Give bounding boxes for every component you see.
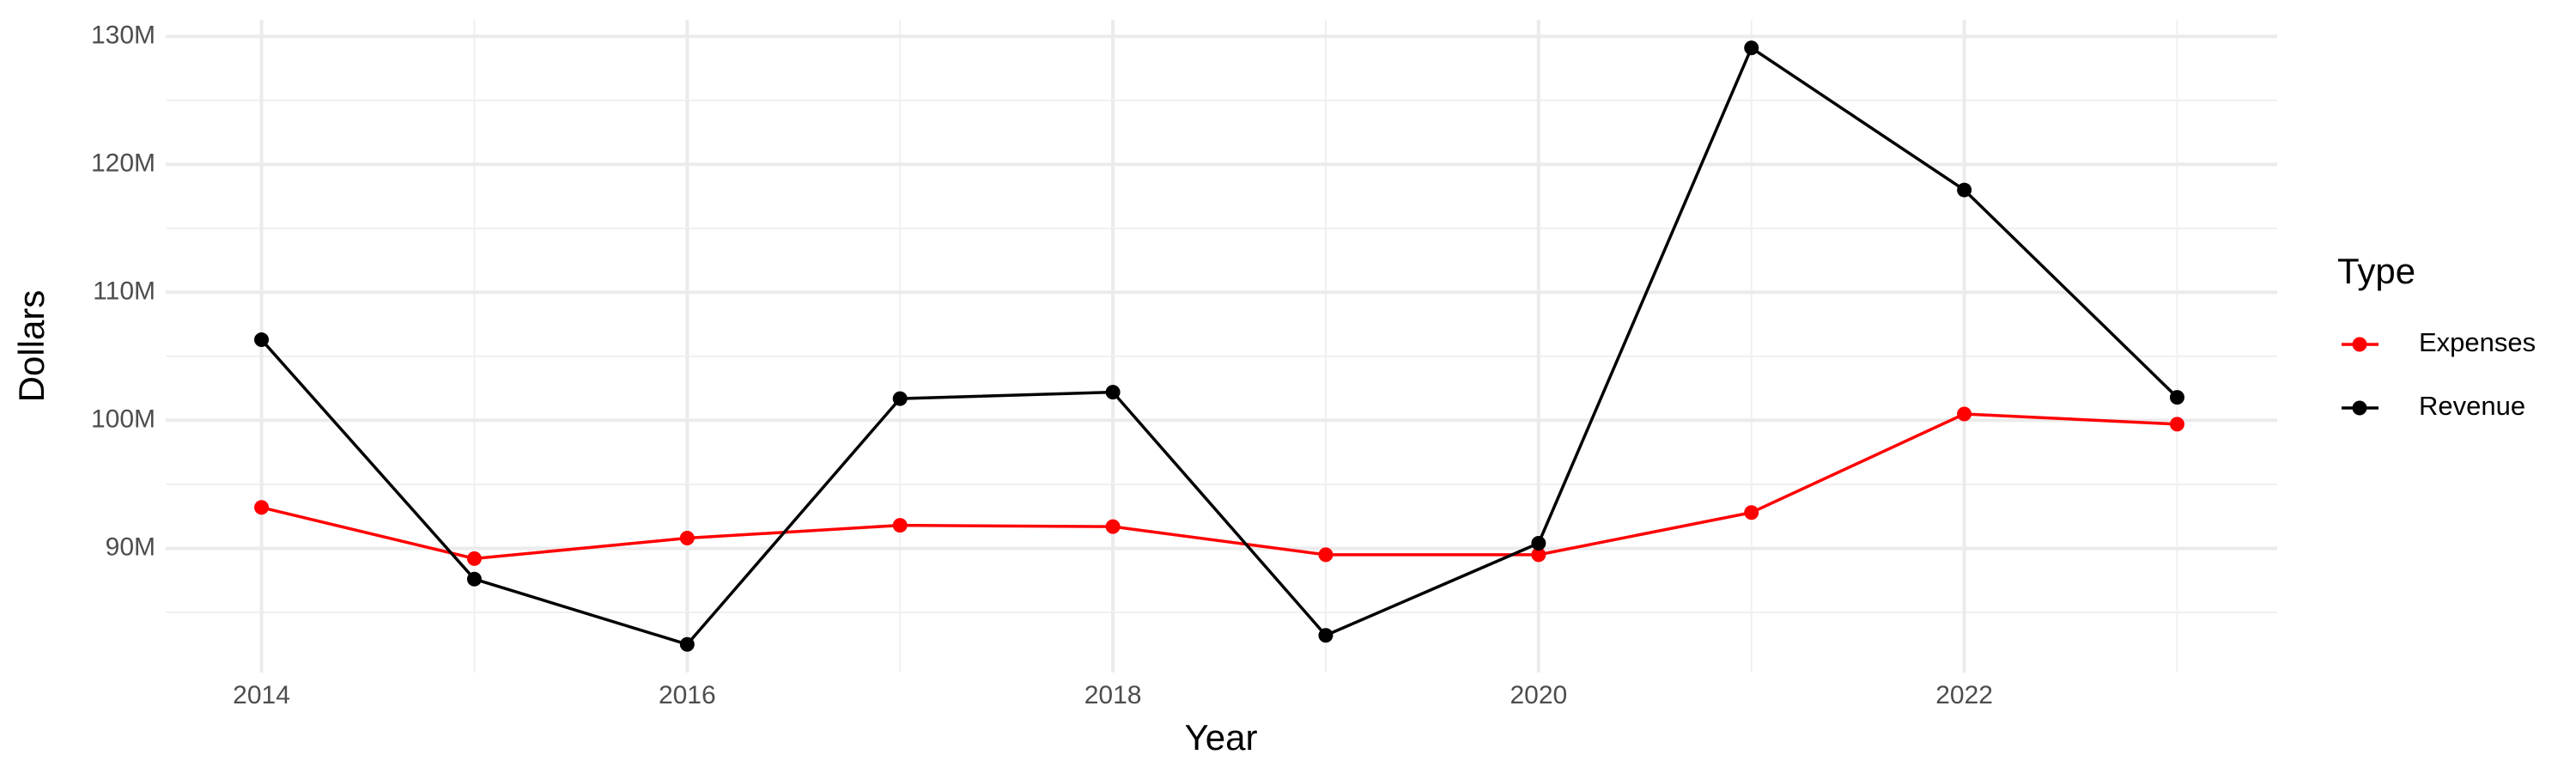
data-point xyxy=(1531,547,1546,563)
data-point xyxy=(1531,535,1546,551)
data-point xyxy=(892,391,908,406)
x-tick-label: 2020 xyxy=(1510,681,1567,709)
legend-title: Type xyxy=(2337,251,2415,291)
x-tick-label: 2018 xyxy=(1084,681,1142,709)
data-point xyxy=(466,571,482,587)
x-tick-label: 2014 xyxy=(233,681,290,709)
data-point xyxy=(679,636,695,652)
data-point xyxy=(1957,406,1972,422)
y-tick-label: 120M xyxy=(91,149,155,177)
y-tick-label: 100M xyxy=(91,405,155,433)
legend-key-point xyxy=(2352,337,2367,352)
data-point xyxy=(1318,547,1334,563)
x-axis-title: Year xyxy=(1185,717,1258,758)
x-tick-label: 2022 xyxy=(1935,681,1993,709)
data-point xyxy=(1744,505,1759,520)
data-point xyxy=(892,518,908,533)
data-point xyxy=(1105,385,1121,400)
data-point xyxy=(254,332,270,348)
data-point xyxy=(2169,390,2184,405)
data-point xyxy=(466,551,482,566)
data-point xyxy=(254,500,270,515)
data-point xyxy=(1744,40,1759,56)
data-point xyxy=(1318,628,1334,643)
data-point xyxy=(2169,417,2184,432)
legend-key-point xyxy=(2352,400,2367,416)
y-tick-label: 110M xyxy=(93,277,155,305)
x-tick-label: 2016 xyxy=(659,681,716,709)
series-line xyxy=(261,412,2178,561)
y-tick-label: 130M xyxy=(91,21,155,49)
y-axis-title: Dollars xyxy=(11,290,52,403)
data-point xyxy=(1957,182,1972,198)
data-point xyxy=(679,531,695,546)
series-line xyxy=(260,46,2178,647)
y-tick-label: 90M xyxy=(106,533,155,561)
legend-label: Expenses xyxy=(2419,327,2536,357)
legend-label: Revenue xyxy=(2419,391,2525,421)
data-point xyxy=(1105,519,1121,534)
